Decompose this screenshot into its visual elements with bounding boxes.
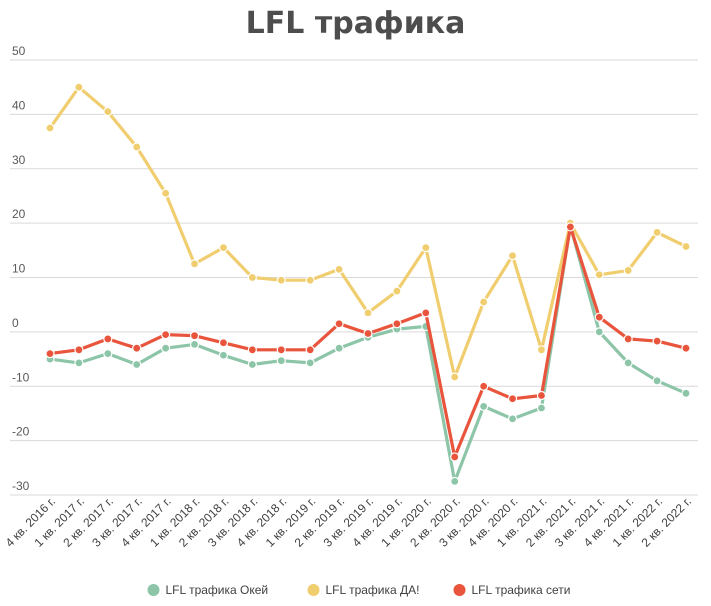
- y-axis-tick-labels: 50 40 30 20 10 0 -10 -20 -30: [12, 44, 30, 493]
- data-point: [218, 350, 229, 360]
- data-point: [276, 345, 286, 355]
- data-point: [507, 251, 518, 261]
- y-tick-label: 30: [12, 153, 26, 167]
- data-point: [450, 372, 460, 382]
- series-lines: [45, 82, 691, 487]
- data-point: [189, 339, 200, 349]
- data-point: [479, 297, 489, 307]
- data-point: [479, 401, 489, 411]
- data-point: [623, 334, 633, 344]
- data-point: [507, 414, 518, 424]
- legend-label: LFL трафика сети: [472, 583, 571, 597]
- data-point: [103, 107, 113, 117]
- data-point: [74, 358, 84, 368]
- data-point: [363, 308, 373, 318]
- data-point: [45, 123, 55, 133]
- data-point: [594, 270, 604, 280]
- data-point: [392, 319, 402, 329]
- series-3: [45, 222, 691, 462]
- legend-item: LFL трафика сети: [453, 583, 571, 597]
- data-point: [103, 349, 113, 359]
- data-point: [189, 259, 200, 269]
- legend: LFL трафика Окей LFL трафика ДА! LFL трафи…: [147, 583, 571, 597]
- legend-marker: [307, 584, 320, 596]
- legend-label: LFL трафика Окей: [166, 583, 269, 597]
- data-point: [681, 388, 691, 398]
- data-point: [421, 308, 431, 318]
- data-point: [334, 319, 344, 329]
- data-point: [681, 241, 691, 252]
- y-tick-label: -30: [12, 479, 30, 493]
- data-point: [421, 242, 431, 253]
- y-tick-label: 40: [12, 98, 26, 112]
- data-point: [479, 381, 489, 391]
- data-point: [652, 376, 662, 386]
- y-tick-label: 20: [12, 207, 26, 221]
- legend-marker: [453, 584, 466, 596]
- series-line: [48, 224, 688, 483]
- data-point: [305, 358, 315, 368]
- data-point: [247, 359, 257, 370]
- data-point: [305, 345, 315, 355]
- data-point: [594, 327, 604, 337]
- data-point: [45, 349, 55, 359]
- y-tick-label: -10: [12, 370, 30, 384]
- data-point: [305, 275, 315, 285]
- data-point: [536, 345, 547, 355]
- legend-label: LFL трафика ДА!: [326, 583, 420, 597]
- data-point: [161, 343, 171, 353]
- data-point: [74, 82, 84, 92]
- data-point: [74, 345, 84, 355]
- data-point: [132, 142, 142, 152]
- data-point: [507, 394, 518, 404]
- data-point: [247, 272, 257, 283]
- data-point: [132, 359, 142, 370]
- data-point: [276, 356, 286, 366]
- data-point: [681, 343, 691, 353]
- data-point: [565, 222, 575, 232]
- data-point: [161, 188, 171, 198]
- data-point: [392, 286, 402, 296]
- y-tick-label: -20: [12, 425, 30, 439]
- data-point: [450, 452, 460, 462]
- gridlines: [10, 59, 698, 496]
- data-point: [103, 334, 113, 344]
- legend-item: LFL трафика ДА!: [307, 583, 420, 597]
- data-point: [363, 328, 373, 339]
- chart-title: LFL трафика: [245, 6, 466, 41]
- data-point: [189, 331, 200, 341]
- data-point: [652, 336, 662, 346]
- data-point: [536, 403, 547, 413]
- legend-marker: [147, 584, 160, 596]
- data-point: [594, 312, 604, 322]
- y-tick-label: 50: [12, 44, 26, 58]
- data-point: [247, 345, 257, 355]
- data-point: [652, 227, 662, 237]
- y-tick-label: 0: [12, 316, 19, 330]
- data-point: [218, 242, 229, 253]
- data-point: [218, 338, 229, 348]
- data-point: [450, 476, 460, 487]
- legend-item: LFL трафика Окей: [147, 583, 269, 597]
- data-point: [334, 264, 344, 274]
- data-point: [536, 390, 547, 401]
- data-point: [623, 358, 633, 368]
- x-axis-tick-labels: 4 кв. 2016 г.1 кв. 2017 г.2 кв. 2017 г.3…: [3, 494, 695, 550]
- data-point: [132, 343, 142, 353]
- series-2: [45, 82, 691, 382]
- data-point: [161, 329, 171, 340]
- data-point: [623, 265, 633, 276]
- y-tick-label: 10: [12, 262, 26, 276]
- data-point: [276, 275, 286, 285]
- data-point: [334, 343, 344, 353]
